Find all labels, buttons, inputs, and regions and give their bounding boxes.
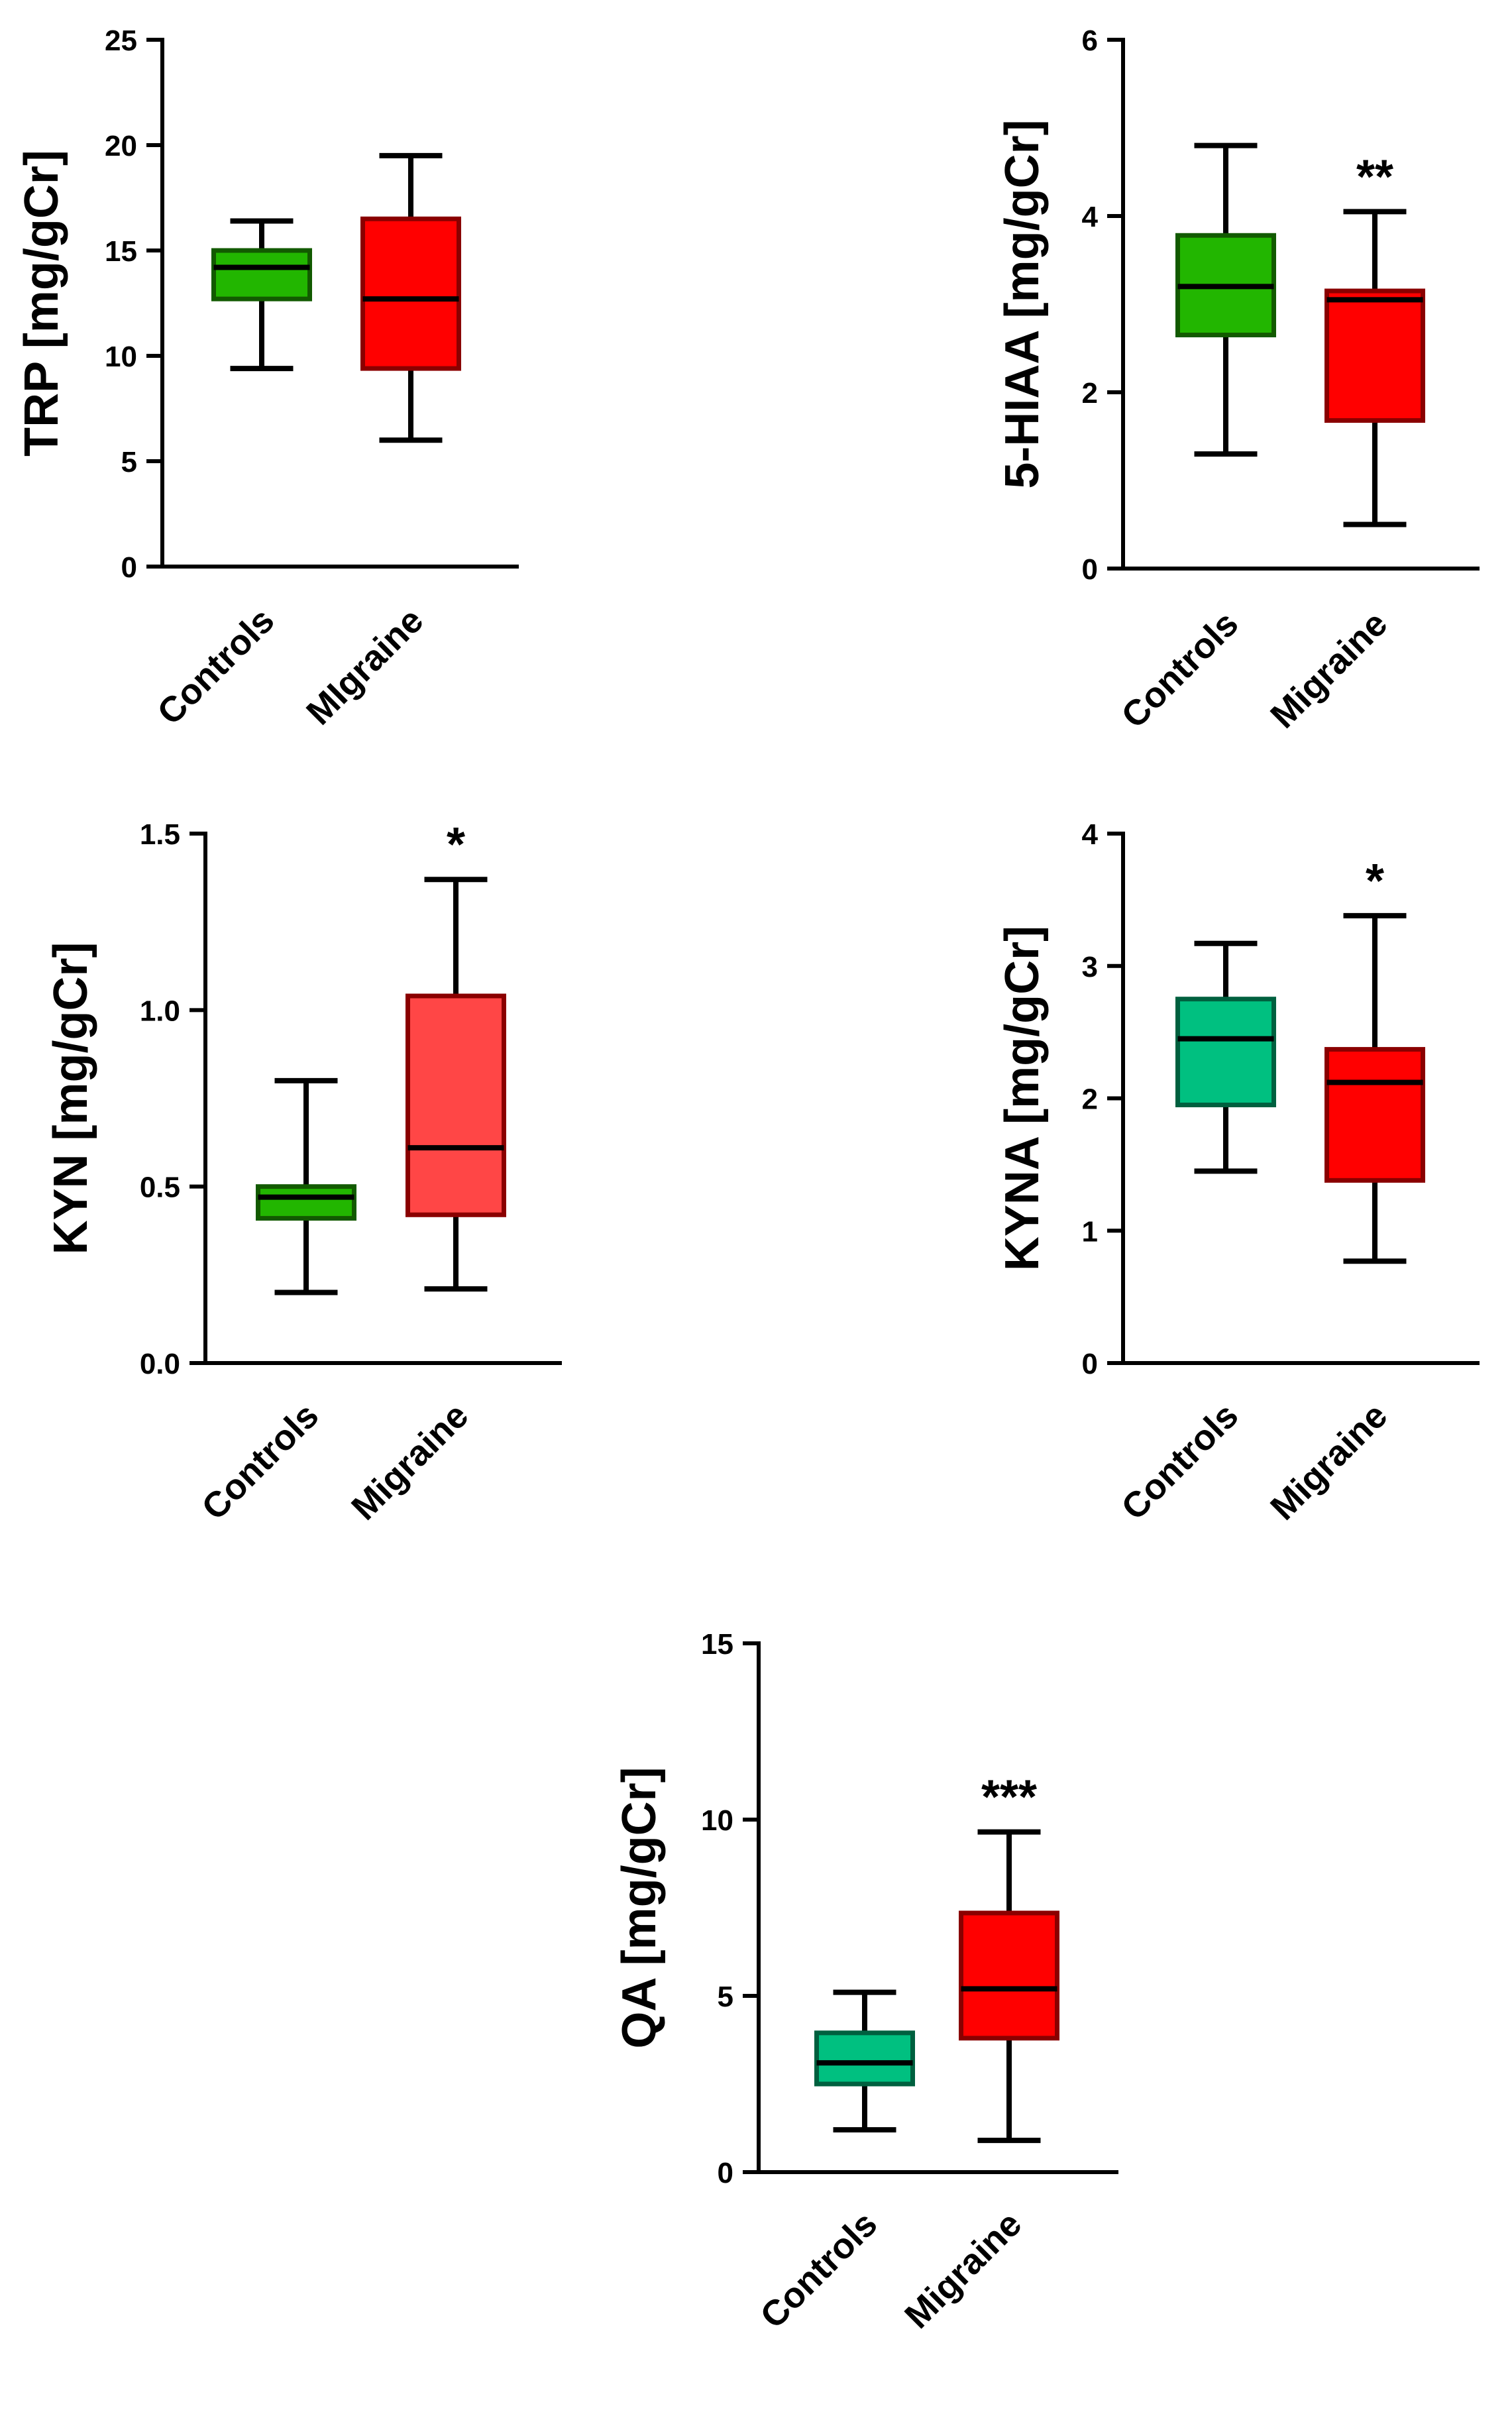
y-tick-label: 15 (701, 1628, 733, 1661)
box-controls (814, 1989, 915, 2133)
y-tick-label: 5 (718, 1981, 733, 2013)
y-tick-label: 0 (121, 551, 137, 584)
y-tick-label: 10 (105, 341, 137, 373)
chart-panel-1: 0 2 4 6 5-HIAA [mg/gCr] Controls ** Migraine (996, 25, 1480, 736)
y-tick-label: 2 (1082, 377, 1098, 410)
y-tick-label: 0.5 (140, 1172, 180, 1204)
y-tick-label: 25 (105, 25, 137, 57)
y-tick-label: 4 (1082, 201, 1099, 233)
y-tick-label: 1 (1082, 1215, 1098, 1248)
category-label: Migraine (344, 1396, 476, 1527)
y-axis-label: 5-HIAA [mg/gCr] (996, 119, 1049, 488)
chart-panel-4: 0 5 10 15 QA [mg/gCr] Controls *** Migraine (613, 1628, 1118, 2336)
iqr-box (405, 993, 506, 1217)
category-label: Migraine (1263, 1396, 1395, 1527)
box-migraine: *** (959, 1771, 1059, 2144)
y-tick-label: 10 (701, 1804, 733, 1837)
iqr-box (1324, 1047, 1425, 1183)
chart-panel-3: 0 1 2 3 4 KYNA [mg/gCr] Controls * Migraine (996, 818, 1480, 1527)
y-tick-label: 6 (1082, 25, 1098, 57)
y-tick-label: 0.0 (140, 1348, 180, 1380)
chart-panel-2: 0.0 0.5 1.0 1.5 KYN [mg/gCr] Controls * Migrain… (44, 818, 562, 1527)
category-label: Controls (150, 600, 282, 732)
iqr-box (360, 216, 461, 371)
category-label: Controls (1114, 1396, 1246, 1527)
box-controls (1175, 940, 1276, 1174)
y-tick-label: 15 (105, 235, 137, 268)
significance-marker: ** (1356, 150, 1393, 203)
box-migraine: * (405, 818, 506, 1292)
box-migraine (360, 152, 461, 443)
category-label: MIgraine (299, 600, 431, 732)
category-label: Migraine (897, 2204, 1029, 2336)
iqr-box (959, 1910, 1059, 2041)
iqr-box (814, 2030, 915, 2087)
iqr-box (256, 1184, 356, 1221)
y-tick-label: 3 (1082, 951, 1098, 983)
box-migraine: * (1324, 855, 1425, 1264)
category-label: Migraine (1263, 604, 1395, 736)
y-axis-label: KYN [mg/gCr] (44, 942, 97, 1255)
category-label: Controls (194, 1396, 326, 1527)
box-controls (211, 218, 312, 372)
category-label: Controls (753, 2204, 885, 2336)
y-tick-label: 4 (1082, 818, 1099, 851)
y-axis-label: KYNA [mg/gCr] (996, 926, 1049, 1271)
y-tick-label: 1.0 (140, 995, 180, 1027)
chart-panel-0: 0 5 10 15 20 25 TRP [mg/gCr] Controls MIgraine (15, 25, 519, 732)
box-migraine: ** (1324, 150, 1425, 527)
significance-marker: * (447, 818, 465, 871)
y-axis-label: QA [mg/gCr] (613, 1767, 666, 2048)
category-label: Controls (1114, 604, 1246, 736)
y-tick-label: 0 (718, 2157, 733, 2189)
y-tick-label: 2 (1082, 1083, 1098, 1116)
significance-marker: *** (981, 1771, 1037, 1824)
y-tick-label: 0 (1082, 1348, 1098, 1380)
iqr-box (211, 248, 312, 302)
iqr-box (1324, 288, 1425, 423)
box-controls (256, 1077, 356, 1295)
y-tick-label: 0 (1082, 553, 1098, 586)
iqr-box (1175, 997, 1276, 1107)
y-axis-label: TRP [mg/gCr] (15, 150, 68, 457)
box-controls (1175, 142, 1276, 457)
significance-marker: * (1366, 855, 1384, 908)
y-tick-label: 5 (121, 446, 137, 478)
y-tick-label: 1.5 (140, 818, 180, 851)
y-tick-label: 20 (105, 130, 137, 162)
